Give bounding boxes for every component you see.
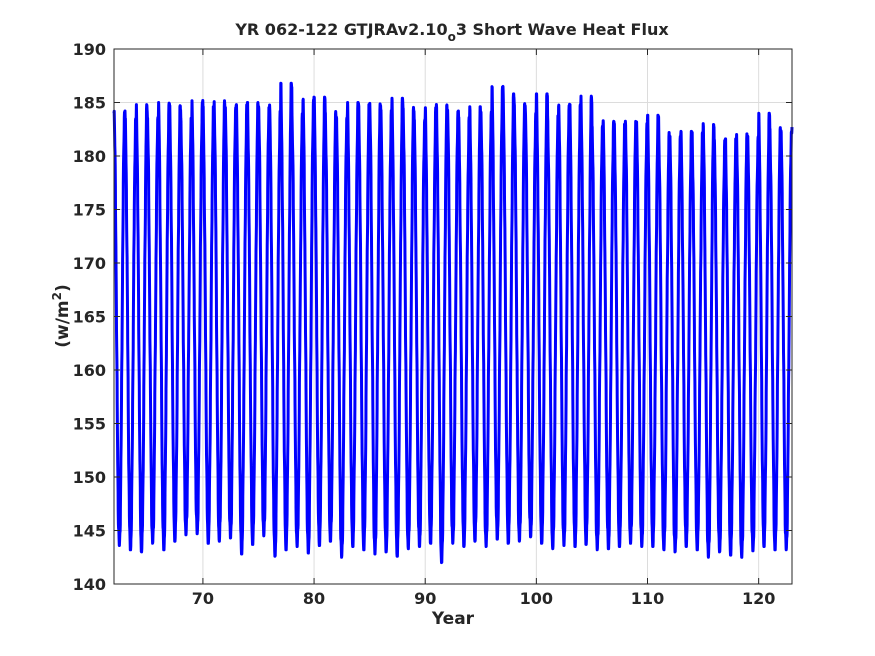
y-tick-label: 140 xyxy=(73,575,106,594)
y-tick-label: 170 xyxy=(73,254,106,273)
y-tick-label: 160 xyxy=(73,361,106,380)
y-tick-label: 155 xyxy=(73,415,106,434)
y-tick-label: 150 xyxy=(73,468,106,487)
x-tick-label: 100 xyxy=(520,589,553,608)
chart-title: YR 062-122 GTJRAv2.10o3 Short Wave Heat … xyxy=(234,20,669,44)
y-tick-label: 165 xyxy=(73,308,106,327)
y-tick-label: 175 xyxy=(73,201,106,220)
x-tick-label: 70 xyxy=(192,589,214,608)
x-tick-labels: 70 80 90 100 110 120 xyxy=(192,589,776,608)
x-tick-label: 90 xyxy=(414,589,436,608)
x-tick-label: 110 xyxy=(631,589,664,608)
y-tick-label: 180 xyxy=(73,147,106,166)
x-tick-label: 80 xyxy=(303,589,325,608)
x-axis-label: Year xyxy=(431,609,475,629)
y-tick-label: 185 xyxy=(73,94,106,113)
flux-series-line xyxy=(112,81,794,565)
y-tick-label: 145 xyxy=(73,522,106,541)
y-tick-labels: 140 145 150 155 160 165 170 175 180 185 190 xyxy=(73,40,106,594)
y-axis-label: (w/m2) xyxy=(50,284,73,348)
tick-marks xyxy=(114,48,792,585)
series-group xyxy=(112,81,794,565)
x-tick-label: 120 xyxy=(742,589,775,608)
y-tick-label: 190 xyxy=(73,40,106,59)
